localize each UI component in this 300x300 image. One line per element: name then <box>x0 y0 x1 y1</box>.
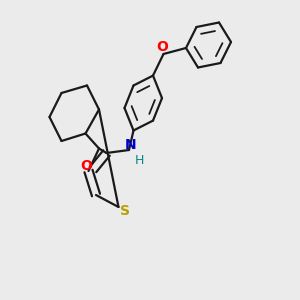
Text: S: S <box>119 204 130 218</box>
Text: H: H <box>135 154 144 167</box>
Text: N: N <box>124 138 136 152</box>
Text: O: O <box>156 40 168 54</box>
Text: O: O <box>80 160 92 173</box>
